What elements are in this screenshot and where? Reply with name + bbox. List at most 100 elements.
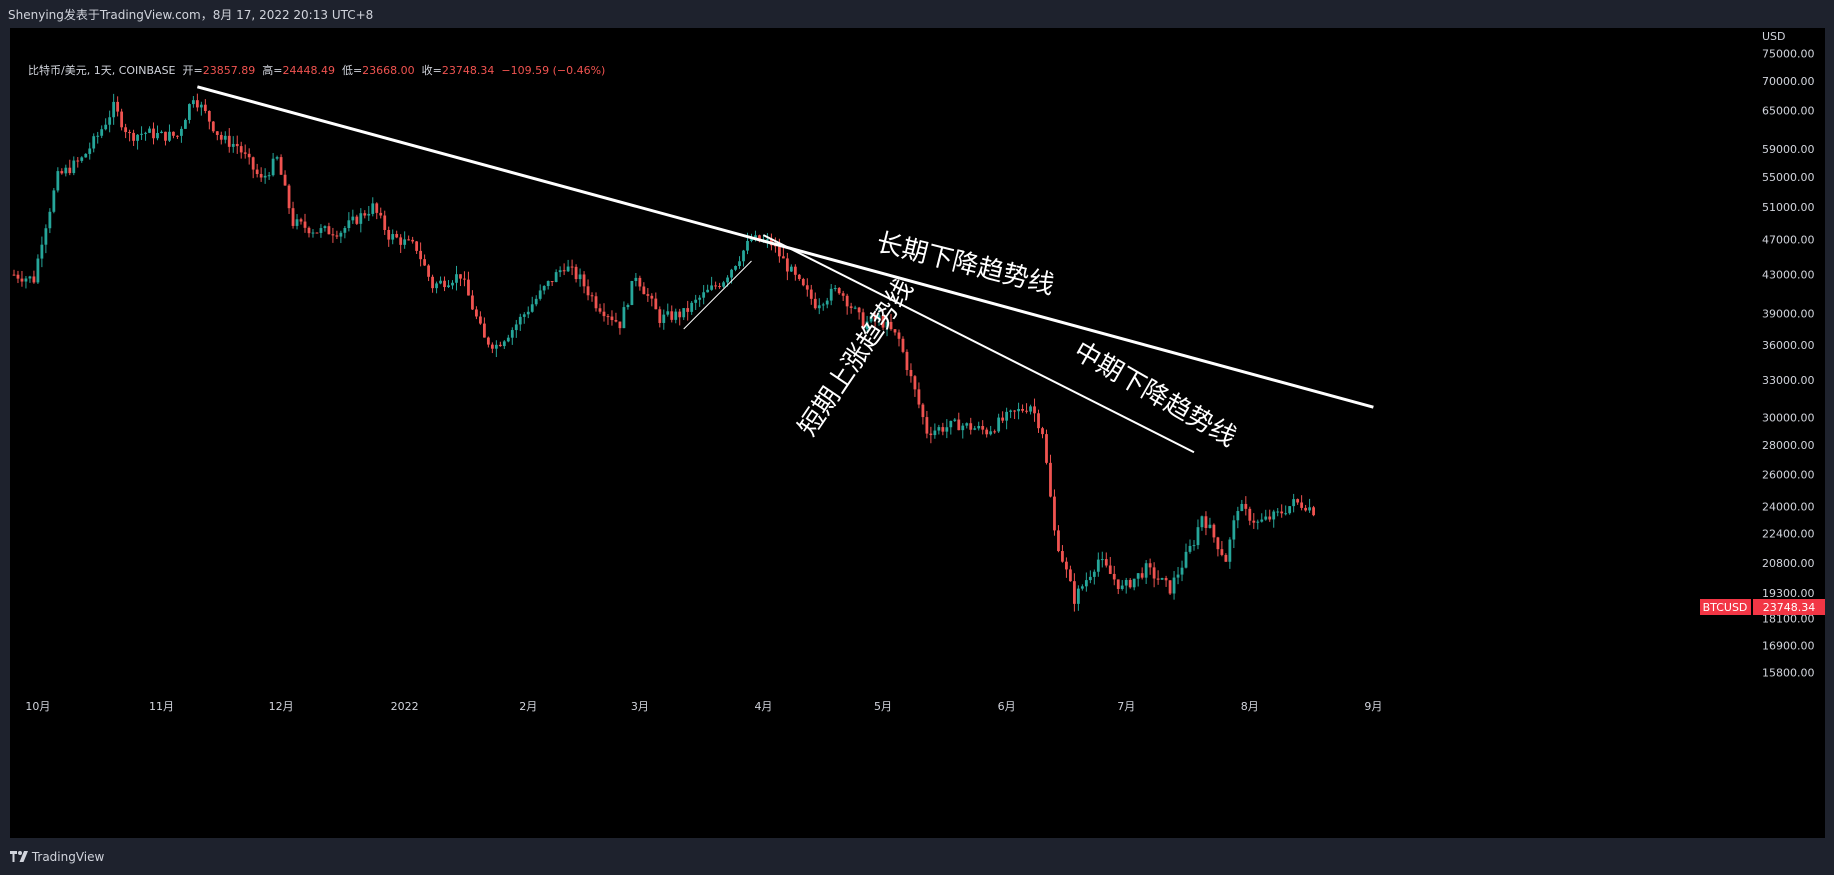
- candle-body: [622, 307, 626, 329]
- x-tick-label: 8月: [1241, 700, 1259, 713]
- time-axis[interactable]: 10月 11月 12月 2022 2月 3月 4月 5月 6月 7月 8月 9月: [25, 700, 1382, 713]
- candle-body: [455, 274, 458, 283]
- candle-body: [845, 295, 849, 307]
- candle-body: [634, 277, 638, 282]
- candle-body: [885, 321, 889, 328]
- candle-body: [498, 344, 502, 347]
- candle-body: [251, 157, 255, 170]
- candle-body: [1001, 417, 1005, 421]
- candle-body: [889, 321, 893, 330]
- candle-body: [933, 430, 937, 436]
- candle-body: [1112, 573, 1116, 580]
- candle-body: [1312, 507, 1315, 516]
- candle-body: [176, 135, 179, 137]
- candle-body: [486, 337, 490, 345]
- candle-body: [423, 259, 426, 266]
- candle-body: [80, 157, 84, 161]
- ohlc-legend: 比特币/美元, 1天, COINBASE 开=23857.89 高=24448.…: [28, 62, 605, 78]
- candle-body: [28, 276, 32, 279]
- candle-body: [168, 131, 171, 141]
- candle-body: [1264, 516, 1268, 520]
- candle-body: [578, 274, 582, 280]
- candle-body: [1308, 507, 1311, 511]
- tradingview-logo[interactable]: TradingView: [10, 850, 104, 864]
- candle-body: [686, 308, 690, 312]
- candle-body: [1232, 520, 1236, 540]
- candle-body: [542, 286, 546, 291]
- candle-body: [682, 308, 686, 318]
- legend-low: 23668.00: [362, 64, 415, 77]
- candle-body: [68, 167, 72, 174]
- candle-body: [1296, 499, 1300, 503]
- candle-body: [339, 232, 343, 237]
- candle-body: [1168, 580, 1172, 594]
- candle-body: [1176, 574, 1180, 578]
- candle-body: [447, 285, 450, 288]
- candle-body: [766, 239, 769, 241]
- candle-body: [291, 208, 295, 226]
- candle-body: [1136, 573, 1140, 579]
- candle-body: [1292, 499, 1296, 507]
- x-tick-label: 5月: [874, 700, 892, 713]
- candle-body: [443, 280, 446, 288]
- candle-body: [227, 135, 231, 147]
- candle-body: [459, 274, 462, 279]
- candle-body: [570, 266, 574, 268]
- candle-body: [1072, 581, 1076, 604]
- candle-body: [777, 246, 781, 257]
- candle-body: [1108, 565, 1112, 574]
- candle-body: [399, 237, 403, 245]
- candle-body: [881, 315, 885, 328]
- candle-body: [439, 280, 442, 284]
- candle-body: [343, 228, 347, 233]
- chart-frame[interactable]: 长期下降趋势线 中期下降趋势线 短期上涨趋势线 USD 75000.00 70000.…: [10, 28, 1825, 838]
- candle-body: [1013, 410, 1016, 412]
- candle-body: [403, 239, 407, 245]
- candle-body: [821, 304, 825, 306]
- publisher-text: Shenying发表于TradingView.com，8月 17, 2022 2…: [8, 8, 374, 22]
- candle-body: [1268, 516, 1272, 520]
- candle-body: [538, 290, 542, 299]
- candle-body: [829, 288, 833, 301]
- candle-body: [857, 307, 861, 313]
- candle-body: [865, 321, 869, 329]
- candle-body: [463, 278, 466, 280]
- y-tick-label: 70000.00: [1762, 75, 1815, 88]
- candle-body: [961, 425, 965, 431]
- candle-body: [534, 298, 538, 305]
- candle-body: [1021, 408, 1024, 411]
- price-axis[interactable]: USD 75000.00 70000.00 65000.00 59000.00 5500…: [1762, 30, 1815, 679]
- candle-body: [235, 143, 239, 147]
- candle-body: [1029, 406, 1032, 412]
- candle-body: [666, 311, 670, 315]
- candle-body: [375, 203, 379, 213]
- candle-body: [243, 152, 247, 154]
- candle-body: [650, 295, 654, 299]
- candle-body: [989, 431, 993, 435]
- candle-body: [837, 288, 841, 294]
- candle-body: [1084, 580, 1088, 587]
- candle-body: [1192, 545, 1196, 547]
- y-tick-label: 55000.00: [1762, 171, 1815, 184]
- candle-body: [1172, 577, 1176, 594]
- candle-body: [698, 297, 702, 300]
- candle-body: [1284, 513, 1288, 515]
- candle-body: [1009, 410, 1013, 412]
- footer-bar: TradingView: [0, 840, 1834, 875]
- candle-body: [415, 241, 419, 251]
- candle-body: [132, 132, 135, 141]
- candle-body: [801, 279, 805, 286]
- trendline[interactable]: [762, 234, 1195, 454]
- candle-body: [670, 311, 674, 320]
- candle-body: [793, 266, 797, 275]
- candle-body: [215, 131, 219, 135]
- candles-layer: [12, 93, 1315, 612]
- candle-body: [140, 133, 143, 135]
- candle-body: [546, 281, 550, 287]
- candle-body: [219, 134, 223, 140]
- candle-body: [973, 428, 977, 430]
- candle-body: [379, 212, 383, 216]
- candle-body: [606, 316, 610, 318]
- trendline[interactable]: [683, 260, 752, 330]
